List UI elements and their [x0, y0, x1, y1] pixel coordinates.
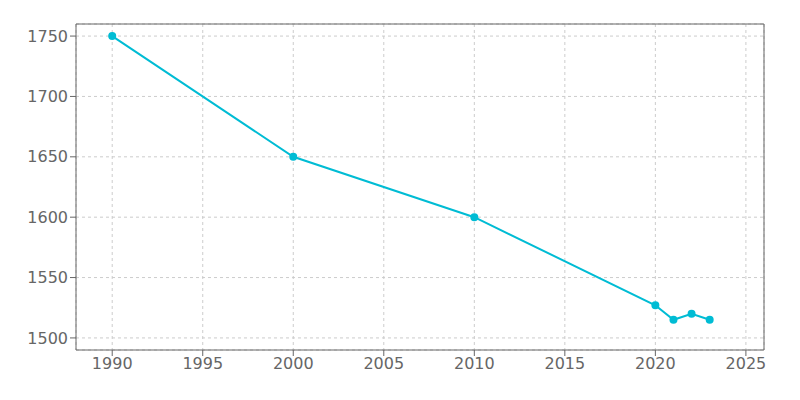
svg-text:1750: 1750 — [27, 27, 68, 46]
svg-text:1700: 1700 — [27, 87, 68, 106]
svg-text:1550: 1550 — [27, 268, 68, 287]
svg-text:2000: 2000 — [273, 354, 314, 373]
svg-text:1650: 1650 — [27, 147, 68, 166]
svg-text:2010: 2010 — [454, 354, 495, 373]
svg-text:2005: 2005 — [363, 354, 404, 373]
svg-text:2020: 2020 — [635, 354, 676, 373]
svg-text:2015: 2015 — [544, 354, 585, 373]
svg-text:1600: 1600 — [27, 208, 68, 227]
svg-text:1500: 1500 — [27, 329, 68, 348]
svg-text:2025: 2025 — [726, 354, 767, 373]
svg-text:1990: 1990 — [92, 354, 133, 373]
svg-text:1995: 1995 — [182, 354, 223, 373]
